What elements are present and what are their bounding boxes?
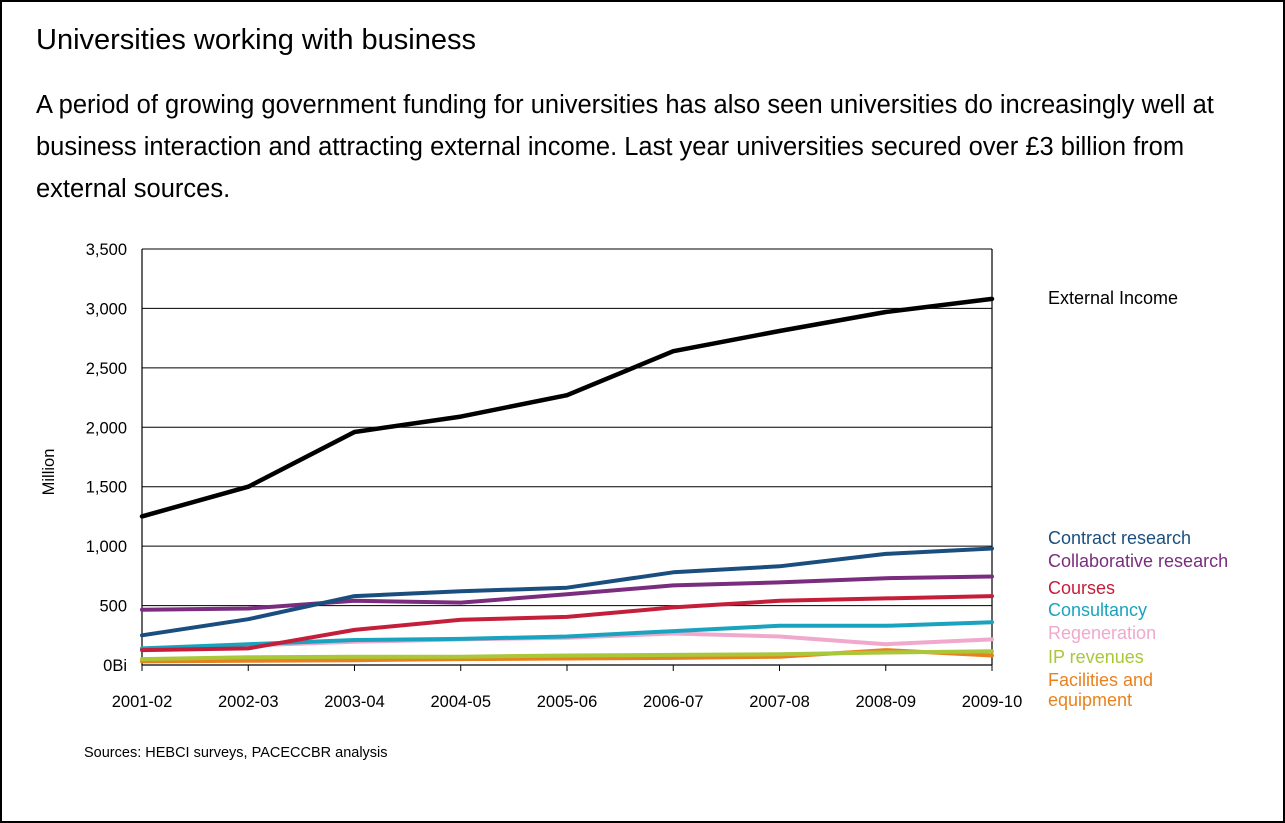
legend-label-ip-revenues: IP revenues — [1048, 647, 1144, 667]
y-axis-label: Million — [40, 449, 58, 496]
legend-label-external-income: External Income — [1048, 288, 1178, 308]
series-line-collaborative-research — [140, 574, 994, 612]
legend-label-collaborative-research: Collaborative research — [1048, 551, 1228, 571]
page-title: Universities working with business — [36, 24, 476, 56]
y-tick-label-1-500: 1,500 — [86, 479, 127, 497]
y-tick-label-500: 500 — [99, 598, 127, 616]
y-tick-label-1-000: 1,000 — [86, 538, 127, 556]
y-tick-label-3-500: 3,500 — [86, 241, 127, 259]
series-layer — [139, 296, 995, 664]
y-tick-labels: 0Bi 500 1,000 1,500 2,000 2,500 3,000 3,500 — [86, 241, 127, 675]
series-line-ip-revenues — [140, 649, 994, 662]
y-tick-label-0bi: 0Bi — [103, 657, 127, 675]
series-line-external-income — [139, 296, 995, 519]
legend-label-contract-research: Contract research — [1048, 528, 1191, 548]
x-tick-labels: 2001-02 2002-03 2003-04 2004-05 2005-06 2006-… — [112, 665, 1023, 711]
x-tick-label-2001-02: 2001-02 — [112, 693, 173, 711]
y-tick-label-2-500: 2,500 — [86, 360, 127, 378]
legend-label-courses: Courses — [1048, 578, 1115, 598]
x-tick-label-2009-10: 2009-10 — [962, 693, 1023, 711]
source-note: Sources: HEBCI surveys, PACECCBR analysi… — [84, 745, 388, 761]
x-tick-label-2003-04: 2003-04 — [324, 693, 385, 711]
y-tick-label-3-000: 3,000 — [86, 300, 127, 318]
legend-label-consultancy: Consultancy — [1048, 600, 1147, 620]
legend: External Income Contract research Collabor… — [1048, 288, 1228, 710]
series-line-courses — [140, 594, 994, 653]
legend-label-regeneration: Regeneration — [1048, 623, 1156, 643]
x-tick-label-2006-07: 2006-07 — [643, 693, 704, 711]
page-description: A period of growing government funding f… — [36, 91, 1214, 203]
grid-layer — [141, 248, 993, 666]
series-line-contract-research — [140, 546, 994, 638]
x-tick-label-2004-05: 2004-05 — [430, 693, 491, 711]
y-tick-label-2-000: 2,000 — [86, 419, 127, 437]
legend-label-facilities-and-equipment: Facilities and equipment — [1048, 670, 1153, 710]
x-tick-label-2005-06: 2005-06 — [537, 693, 598, 711]
x-tick-label-2007-08: 2007-08 — [749, 693, 810, 711]
x-tick-label-2002-03: 2002-03 — [218, 693, 279, 711]
x-tick-label-2008-09: 2008-09 — [855, 693, 916, 711]
